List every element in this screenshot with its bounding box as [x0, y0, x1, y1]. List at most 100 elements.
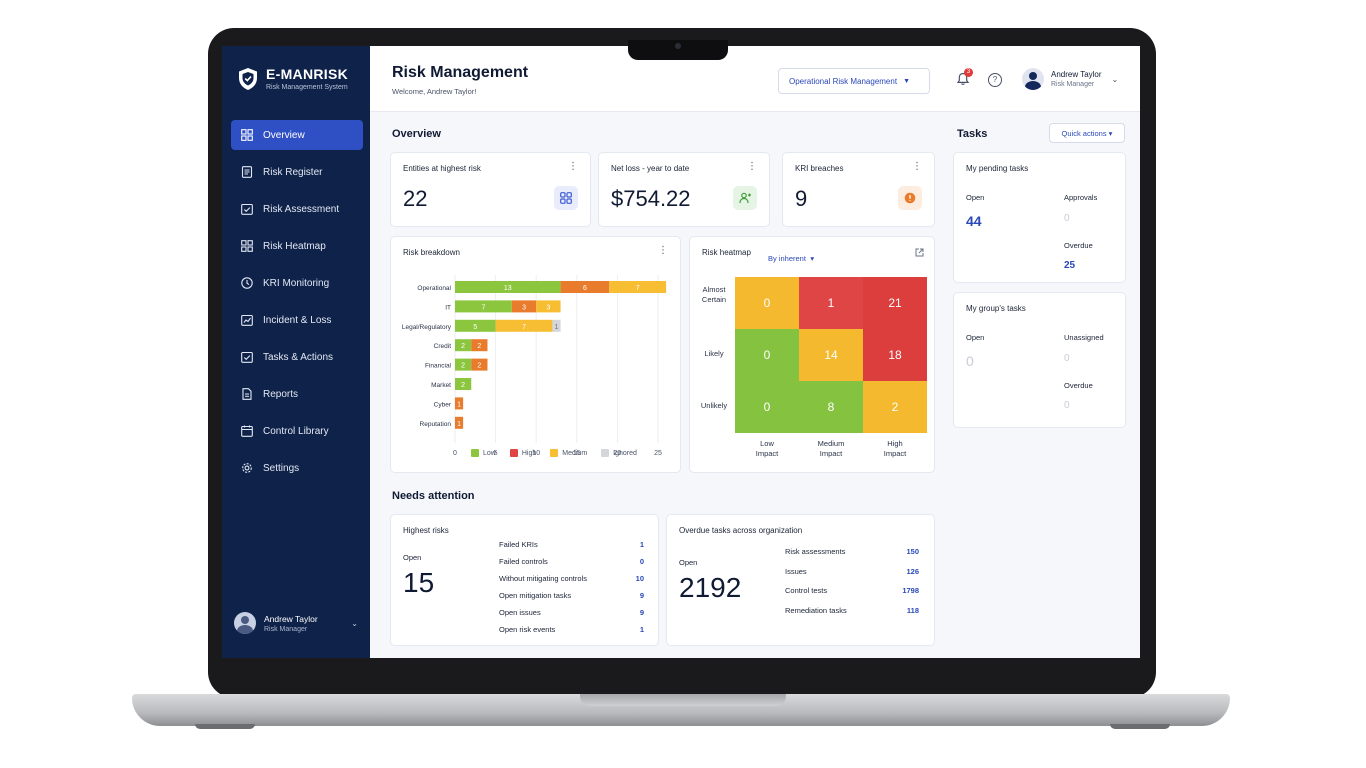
sidebar-item-overview[interactable]: Overview	[231, 120, 363, 150]
laptop-notch	[628, 40, 728, 60]
bar-high[interactable]	[471, 358, 488, 371]
open-count[interactable]: 2192	[679, 572, 742, 603]
bar-medium[interactable]	[609, 281, 667, 293]
heatmap-cell[interactable]: 18	[863, 329, 927, 381]
list-item[interactable]: Failed KRIs 1	[499, 540, 644, 549]
kpi-card-kri-breaches[interactable]: KRI breaches ⋮ 9	[782, 152, 935, 227]
list-item-value: 0	[639, 557, 644, 566]
bar-high[interactable]	[455, 416, 464, 429]
chart-legend: Low High Medium Ignored	[471, 449, 651, 457]
heatmap-cell[interactable]: 0	[735, 277, 799, 329]
kpi-card-entities[interactable]: Entities at highest risk ⋮ 22	[390, 152, 591, 227]
overdue-count[interactable]: 0	[1064, 400, 1070, 411]
open-count[interactable]: 15	[403, 567, 435, 598]
register-icon	[241, 166, 253, 178]
list-item[interactable]: Failed controls 0	[499, 557, 644, 566]
more-icon[interactable]: ⋮	[747, 161, 757, 172]
bar-medium[interactable]	[536, 300, 561, 313]
kpi-label: KRI breaches	[795, 164, 844, 173]
open-label: Open	[679, 558, 698, 567]
header-user-menu[interactable]: Andrew Taylor Risk Manager ⌄	[1022, 68, 1118, 90]
open-count[interactable]: 0	[966, 353, 974, 369]
module-select[interactable]: Operational Risk Management ▼	[778, 68, 930, 94]
sidebar-item-incident-loss[interactable]: Incident & Loss	[231, 305, 363, 335]
list-item[interactable]: Open risk events 1	[499, 625, 644, 634]
sidebar-item-risk-assessment[interactable]: Risk Assessment	[231, 194, 363, 224]
list-item[interactable]: Issues 126	[785, 567, 919, 576]
bar-low[interactable]	[455, 319, 496, 332]
sidebar-item-reports[interactable]: Reports	[231, 379, 363, 409]
heatmap-cell[interactable]: 21	[863, 277, 927, 329]
more-icon[interactable]: ⋮	[568, 161, 578, 172]
overdue-count[interactable]: 25	[1064, 260, 1076, 271]
list-item-value: 9	[639, 591, 644, 600]
open-label: Open	[966, 193, 985, 202]
header-user-name: Andrew Taylor	[1051, 70, 1102, 79]
bar-low[interactable]	[455, 281, 561, 293]
brand: E-MANRISK Risk Management System	[238, 66, 348, 91]
list-item-label: Control tests	[785, 586, 828, 595]
list-item-label: Open mitigation tasks	[499, 591, 572, 600]
heatmap-cell[interactable]: 14	[799, 329, 863, 381]
open-label: Open	[403, 553, 422, 562]
overdue-label: Overdue	[1064, 241, 1093, 250]
heatmap-row-label: Almost Certain	[701, 285, 727, 304]
unassigned-count[interactable]: 0	[1064, 353, 1070, 364]
list-item[interactable]: Without mitigating controls 10	[499, 574, 644, 583]
sidebar-item-kri-monitoring[interactable]: KRI Monitoring	[231, 268, 363, 298]
list-item-value: 1798	[902, 586, 919, 595]
heatmap-cell[interactable]: 8	[799, 381, 863, 433]
heatmap-cell[interactable]: 1	[799, 277, 863, 329]
risk-heatmap-card: Risk heatmap By inherent ▾ Almost Certain…	[689, 236, 935, 473]
list-item[interactable]: Control tests 1798	[785, 586, 919, 595]
external-link-icon[interactable]	[915, 248, 924, 257]
bar-high[interactable]	[511, 300, 537, 313]
chevron-down-icon[interactable]: ⌄	[351, 618, 358, 628]
bar-value-label: 1	[457, 401, 461, 408]
heatmap-mode-select[interactable]: By inherent ▾	[768, 248, 814, 266]
page-title: Risk Management	[392, 64, 529, 81]
sidebar-item-settings[interactable]: Settings	[231, 453, 363, 483]
bar-high[interactable]	[455, 397, 464, 410]
heatmap-cell[interactable]: 0	[735, 329, 799, 381]
list-item[interactable]: Risk assessments 150	[785, 547, 919, 556]
approvals-count[interactable]: 0	[1064, 213, 1070, 224]
sidebar-item-label: Reports	[263, 388, 299, 400]
bar-value-label: 7	[481, 304, 485, 311]
more-icon[interactable]: ⋮	[912, 161, 922, 172]
sidebar-item-control-library[interactable]: Control Library	[231, 416, 363, 446]
bar-high[interactable]	[560, 281, 610, 293]
heatmap-cell[interactable]: 2	[863, 381, 927, 433]
list-item[interactable]: Remediation tasks 118	[785, 606, 919, 615]
heatmap-row-label: Unlikely	[700, 401, 728, 410]
bar-low[interactable]	[455, 300, 512, 313]
sidebar-item-risk-heatmap[interactable]: Risk Heatmap	[231, 231, 363, 261]
help-icon[interactable]: ?	[988, 73, 1002, 87]
list-item[interactable]: Open issues 9	[499, 608, 644, 617]
bar-low[interactable]	[455, 378, 472, 390]
kpi-card-net-loss[interactable]: Net loss - year to date ⋮ $754.22	[598, 152, 770, 227]
bar-high[interactable]	[471, 339, 488, 352]
group-tasks-card: My group's tasks Open 0 Unassigned 0 Ove…	[953, 292, 1126, 428]
bar-medium[interactable]	[495, 319, 553, 332]
more-icon[interactable]: ⋮	[658, 245, 668, 256]
bar-ignored[interactable]	[552, 319, 561, 332]
overdue-label: Overdue	[1064, 381, 1093, 390]
assessment-icon	[241, 203, 253, 215]
highest-risks-card: Highest risks Open 15 Failed KRIs 1 Failed…	[390, 514, 659, 646]
bar-low[interactable]	[455, 339, 472, 352]
x-tick-label: 20	[614, 450, 622, 457]
heatmap-cell[interactable]: 0	[735, 381, 799, 433]
legend-label: Medium	[562, 449, 588, 457]
sidebar-item-risk-register[interactable]: Risk Register	[231, 157, 363, 187]
sidebar-user[interactable]: Andrew Taylor Risk Manager ⌄	[234, 612, 358, 634]
sidebar-item-tasks-actions[interactable]: Tasks & Actions	[231, 342, 363, 372]
kpi-label: Net loss - year to date	[611, 164, 690, 173]
bar-low[interactable]	[455, 358, 472, 371]
list-item[interactable]: Open mitigation tasks 9	[499, 591, 644, 600]
quick-actions-button[interactable]: Quick actions ▾	[1049, 123, 1125, 143]
open-count[interactable]: 44	[966, 213, 982, 229]
list-item-label: Risk assessments	[785, 547, 846, 556]
approvals-label: Approvals	[1064, 193, 1098, 202]
